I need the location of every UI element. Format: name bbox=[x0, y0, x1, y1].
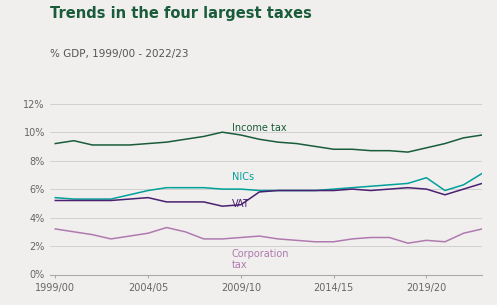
Text: NICs: NICs bbox=[232, 172, 253, 182]
Text: Corporation
tax: Corporation tax bbox=[232, 249, 289, 270]
Text: Trends in the four largest taxes: Trends in the four largest taxes bbox=[50, 6, 312, 21]
Text: % GDP, 1999/00 - 2022/23: % GDP, 1999/00 - 2022/23 bbox=[50, 49, 188, 59]
Text: Income tax: Income tax bbox=[232, 123, 286, 133]
Text: VAT: VAT bbox=[232, 199, 249, 209]
